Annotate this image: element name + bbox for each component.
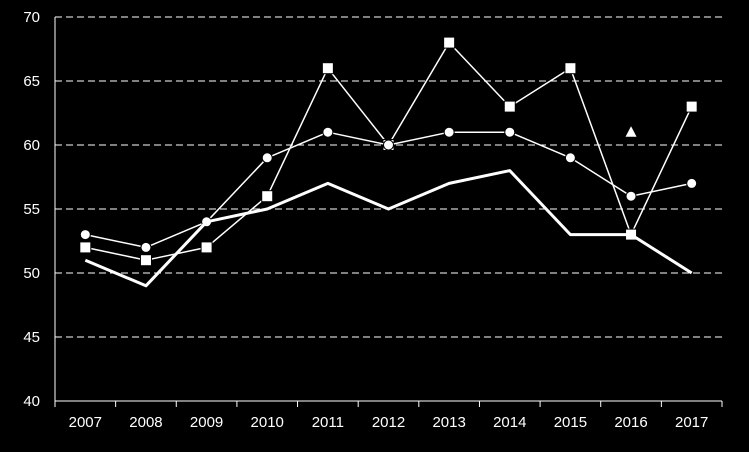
x-tick-label-2015: 2015 bbox=[554, 414, 587, 431]
data-point-2009 bbox=[200, 241, 213, 254]
series-group bbox=[79, 36, 698, 288]
x-tick-label-2017: 2017 bbox=[675, 414, 708, 431]
tick-labels: 40 45 50 55 60 65 70 2007 2008 2009 2010 2011 2012 20… bbox=[23, 9, 708, 431]
data-point-2016 bbox=[625, 190, 637, 202]
x-tick-label-2007: 2007 bbox=[69, 414, 102, 431]
data-point-2012 bbox=[383, 139, 394, 151]
y-tick-label-40: 40 bbox=[23, 393, 40, 410]
data-point-2011 bbox=[322, 126, 334, 138]
y-tick-label-60: 60 bbox=[23, 137, 40, 154]
series-1-square bbox=[79, 36, 698, 267]
data-point-2014 bbox=[504, 126, 516, 138]
series-1-line bbox=[85, 41, 693, 261]
gridlines bbox=[55, 16, 722, 338]
data-point-2011 bbox=[321, 62, 334, 75]
data-point-2007 bbox=[79, 229, 91, 241]
y-tick-label-70: 70 bbox=[23, 9, 40, 26]
data-point-2017 bbox=[686, 177, 698, 189]
series-4-triangle bbox=[625, 126, 637, 137]
y-tick-label-50: 50 bbox=[23, 265, 40, 282]
data-point-2016 bbox=[625, 126, 637, 137]
x-tick-label-2014: 2014 bbox=[493, 414, 526, 431]
data-point-2010 bbox=[261, 152, 273, 164]
data-point-2008 bbox=[140, 241, 152, 253]
x-tick-label-2010: 2010 bbox=[251, 414, 284, 431]
y-tick-label-45: 45 bbox=[23, 329, 40, 346]
data-point-2013 bbox=[443, 126, 455, 138]
y-tick-label-65: 65 bbox=[23, 73, 40, 90]
x-tick-label-2011: 2011 bbox=[312, 414, 344, 431]
data-point-2014 bbox=[503, 100, 516, 113]
x-tick-label-2016: 2016 bbox=[614, 414, 647, 431]
data-point-2017 bbox=[685, 100, 698, 113]
data-point-2015 bbox=[564, 152, 576, 164]
data-point-2007 bbox=[79, 241, 92, 254]
axes bbox=[54, 17, 723, 407]
x-tick-label-2008: 2008 bbox=[129, 414, 162, 431]
y-tick-label-55: 55 bbox=[23, 201, 40, 218]
series-3-line bbox=[84, 169, 693, 288]
x-tick-label-2013: 2013 bbox=[432, 414, 465, 431]
data-point-2008 bbox=[139, 254, 152, 267]
series-3-none bbox=[84, 169, 693, 288]
x-tick-label-2012: 2012 bbox=[372, 414, 405, 431]
data-point-2010 bbox=[261, 190, 274, 203]
data-point-2015 bbox=[564, 62, 577, 75]
x-tick-label-2009: 2009 bbox=[190, 414, 223, 431]
data-point-2013 bbox=[443, 36, 456, 49]
